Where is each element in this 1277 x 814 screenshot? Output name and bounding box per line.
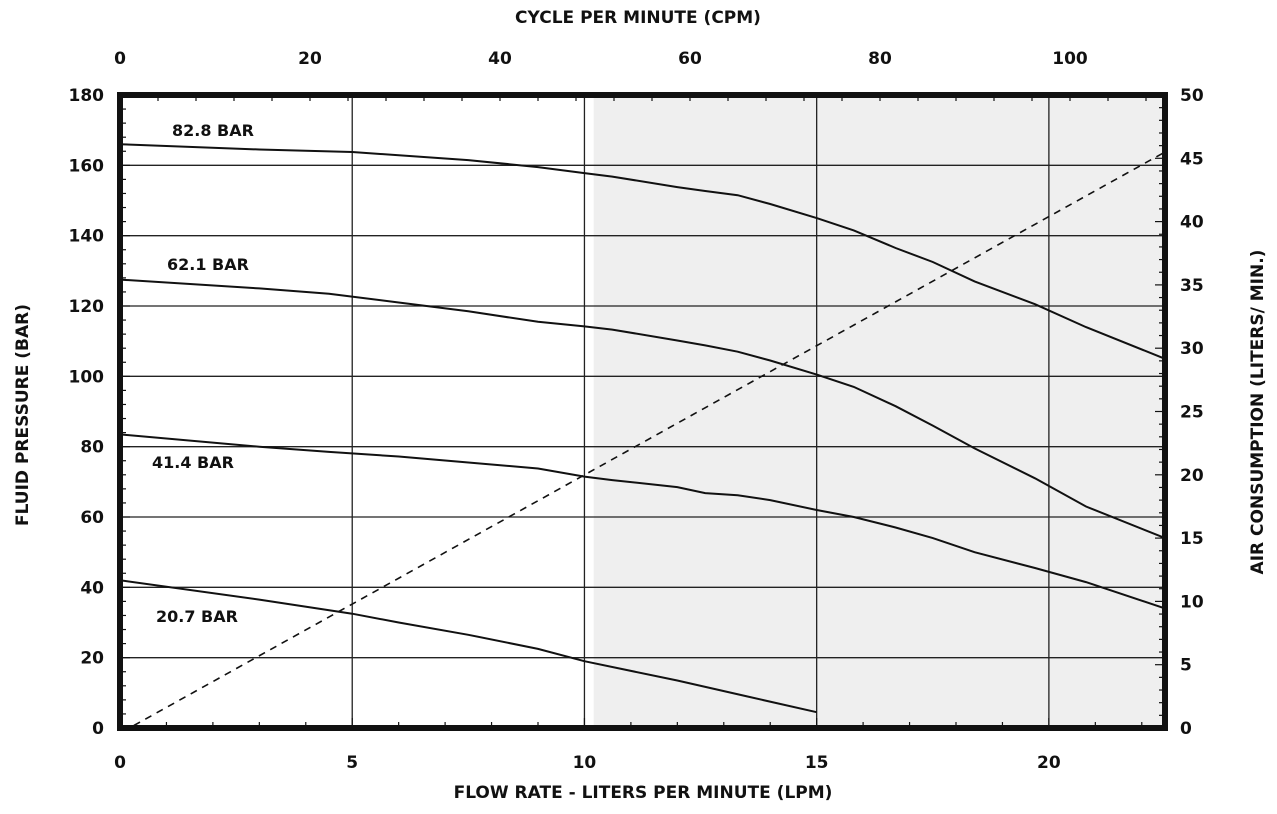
y2-tick-label: 50	[1180, 86, 1204, 106]
y2-tick-label: 5	[1180, 656, 1192, 676]
x2-tick-label: 20	[298, 49, 322, 69]
x2-tick-label: 60	[678, 49, 702, 69]
series-label-20-7-bar: 20.7 BAR	[156, 607, 238, 626]
x-axis-title: FLOW RATE - LITERS PER MINUTE (LPM)	[454, 783, 833, 803]
shaded-region	[593, 95, 1165, 728]
y-tick-label: 120	[69, 297, 105, 317]
x2-axis-title: CYCLE PER MINUTE (CPM)	[515, 8, 761, 28]
y2-tick-label: 15	[1180, 529, 1204, 549]
x-tick-label: 20	[1037, 753, 1061, 773]
x2-tick-label: 100	[1052, 49, 1088, 69]
series-label-62-1-bar: 62.1 BAR	[167, 255, 249, 274]
y-tick-label: 20	[80, 649, 104, 669]
y-tick-label: 180	[69, 86, 105, 106]
x-tick-label: 5	[346, 753, 358, 773]
y2-tick-label: 10	[1180, 592, 1204, 612]
plot-frame	[117, 92, 1168, 731]
x-tick-label: 10	[573, 753, 597, 773]
x2-tick-label: 40	[488, 49, 512, 69]
y2-tick-label: 30	[1180, 339, 1204, 359]
y2-tick-label: 20	[1180, 466, 1204, 486]
y-tick-label: 40	[80, 578, 104, 598]
y-tick-label: 100	[69, 367, 105, 387]
y-tick-label: 140	[69, 227, 105, 247]
y2-tick-label: 0	[1180, 719, 1192, 739]
y-axis-title: FLUID PRESSURE (BAR)	[13, 304, 33, 526]
y-tick-label: 160	[69, 156, 105, 176]
tick-labels: 0 5 10 15 200 20 40 60 80 10002040608010012014016…	[69, 49, 1204, 773]
grid-lines	[120, 95, 1165, 728]
y2-tick-label: 40	[1180, 213, 1204, 233]
y-tick-label: 80	[80, 438, 104, 458]
x-tick-label: 15	[805, 753, 829, 773]
y2-tick-label: 35	[1180, 276, 1204, 296]
series-line-2	[119, 433, 1166, 610]
series-line-0	[119, 143, 1166, 360]
series-label-82-8-bar: 82.8 BAR	[172, 121, 254, 140]
y2-tick-label: 45	[1180, 149, 1204, 169]
y2-axis-title: AIR CONSUMPTION (LITERS/ MIN.)	[1248, 250, 1268, 575]
y-tick-label: 0	[92, 719, 104, 739]
air-consumption-line	[133, 151, 1166, 727]
x-tick-label: 0	[114, 753, 126, 773]
series-lines	[119, 143, 1166, 727]
y2-tick-label: 25	[1180, 403, 1204, 423]
x2-tick-label: 0	[114, 49, 126, 69]
series-line-3	[119, 579, 817, 714]
series-line-1	[119, 278, 1166, 540]
y-tick-label: 60	[80, 508, 104, 528]
series-label-41-4-bar: 41.4 BAR	[152, 453, 234, 472]
x2-tick-label: 80	[868, 49, 892, 69]
